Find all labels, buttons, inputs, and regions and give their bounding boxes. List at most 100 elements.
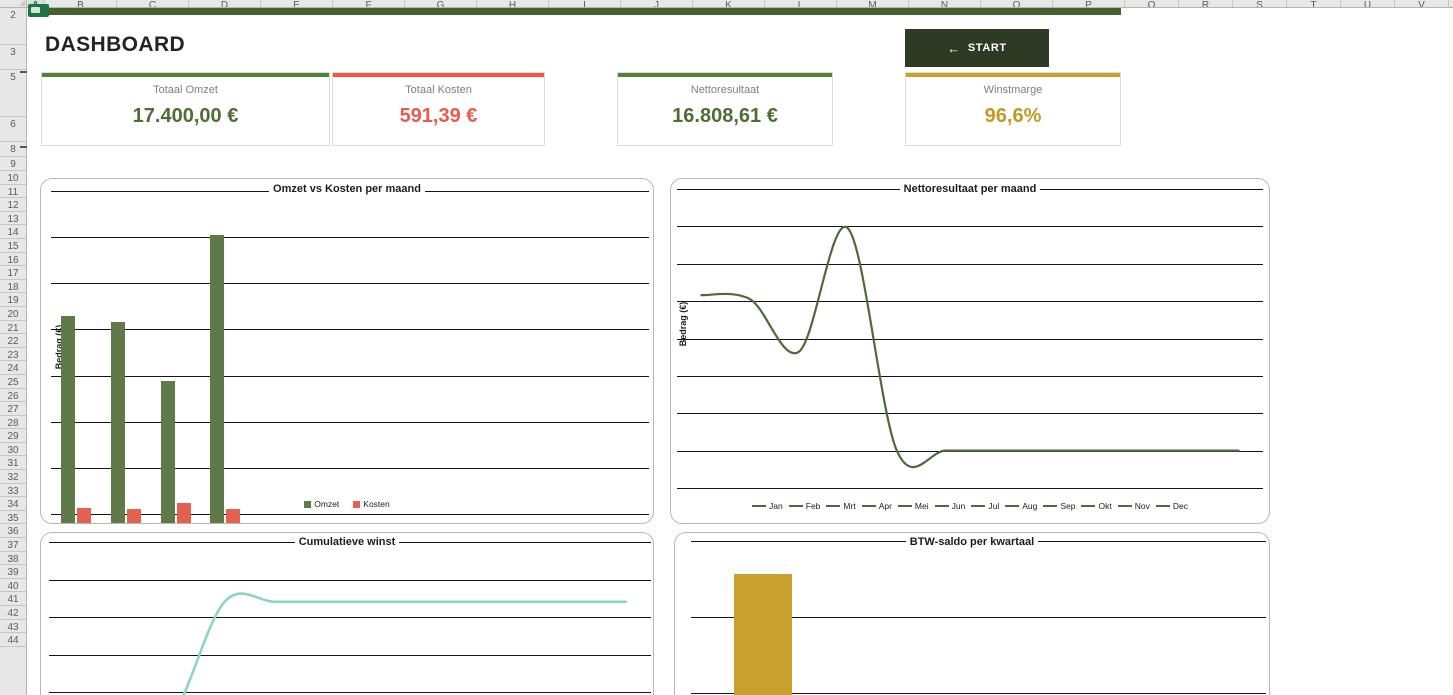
column-header-H[interactable]: H bbox=[477, 0, 549, 7]
legend-line-swatch bbox=[1043, 505, 1058, 507]
gridline bbox=[691, 617, 1266, 618]
kpi-value: 96,6% bbox=[984, 105, 1042, 127]
row-header-28[interactable]: 28 bbox=[0, 416, 26, 430]
row-header-13[interactable]: 13 bbox=[0, 212, 26, 226]
column-header-O[interactable]: O bbox=[981, 0, 1053, 7]
row-header-31[interactable]: 31 bbox=[0, 456, 26, 471]
column-header-P[interactable]: P bbox=[1053, 0, 1125, 7]
chart-cumulatieve-winst[interactable]: Cumulatieve winst bbox=[40, 532, 654, 695]
row-header-15[interactable]: 15 bbox=[0, 239, 26, 253]
column-header-T[interactable]: T bbox=[1287, 0, 1341, 7]
column-header-G[interactable]: G bbox=[405, 0, 477, 7]
row-header-9[interactable]: 9 bbox=[0, 157, 26, 171]
column-header-U[interactable]: U bbox=[1341, 0, 1395, 7]
kpi-accent-bar bbox=[906, 73, 1120, 77]
row-header-23[interactable]: 23 bbox=[0, 348, 26, 362]
row-header-22[interactable]: 22 bbox=[0, 334, 26, 348]
gridline bbox=[51, 283, 649, 285]
row-header-2[interactable]: 2 bbox=[0, 8, 26, 45]
gridline bbox=[51, 421, 649, 423]
selected-cell-shape[interactable] bbox=[28, 4, 49, 17]
column-header-E[interactable]: E bbox=[261, 0, 333, 7]
row-header-12[interactable]: 12 bbox=[0, 198, 26, 212]
row-header-5[interactable]: 5 bbox=[0, 70, 26, 117]
column-header-K[interactable]: K bbox=[693, 0, 765, 7]
row-header-18[interactable]: 18 bbox=[0, 280, 26, 294]
legend-item-sep: Sep bbox=[1043, 501, 1075, 511]
row-header-24[interactable]: 24 bbox=[0, 361, 26, 375]
row-header-39[interactable]: 39 bbox=[0, 565, 26, 579]
start-button[interactable]: ← START bbox=[905, 29, 1049, 67]
row-header-20[interactable]: 20 bbox=[0, 307, 26, 321]
chart-omzet-vs-kosten[interactable]: Omzet vs Kosten per maand Bedrag (€) Omzet… bbox=[40, 178, 654, 524]
row-header-6[interactable]: 6 bbox=[0, 117, 26, 142]
row-header-30[interactable]: 30 bbox=[0, 443, 26, 457]
row-header-3[interactable]: 3 bbox=[0, 45, 26, 70]
legend-item-apr: Apr bbox=[861, 501, 892, 511]
row-header-37[interactable]: 37 bbox=[0, 538, 26, 552]
row-header-43[interactable]: 43 bbox=[0, 620, 26, 634]
select-all-corner[interactable] bbox=[0, 0, 27, 8]
gridline bbox=[49, 617, 651, 618]
row-header-26[interactable]: 26 bbox=[0, 389, 26, 403]
chart-title: BTW-saldo per kwartaal bbox=[675, 536, 1269, 548]
legend-label: Jul bbox=[988, 501, 1000, 511]
row-header-34[interactable]: 34 bbox=[0, 497, 26, 511]
bar-omzet-feb bbox=[110, 321, 125, 523]
row-header-11[interactable]: 11 bbox=[0, 185, 26, 199]
row-header-21[interactable]: 21 bbox=[0, 321, 26, 335]
legend-item-dec: Dec bbox=[1155, 501, 1188, 511]
legend-label: Aug bbox=[1022, 501, 1038, 511]
column-header-N[interactable]: N bbox=[909, 0, 981, 7]
chart-title-text: Nettoresultaat per maand bbox=[899, 183, 1041, 195]
column-header-D[interactable]: D bbox=[189, 0, 261, 7]
row-header-42[interactable]: 42 bbox=[0, 606, 26, 620]
row-header-38[interactable]: 38 bbox=[0, 552, 26, 566]
column-header-C[interactable]: C bbox=[117, 0, 189, 7]
column-header-L[interactable]: L bbox=[765, 0, 837, 7]
row-header-25[interactable]: 25 bbox=[0, 375, 26, 389]
gridline bbox=[677, 488, 1263, 489]
bar-kosten-mrt bbox=[176, 503, 191, 523]
legend-label: Sep bbox=[1060, 501, 1076, 511]
column-header-A[interactable]: A bbox=[27, 0, 45, 7]
row-header-10[interactable]: 10 bbox=[0, 171, 26, 185]
kpi-card-totaal-kosten: Totaal Kosten 591,39 € bbox=[332, 72, 545, 146]
column-header-M[interactable]: M bbox=[837, 0, 909, 7]
chart-nettoresultaat[interactable]: Nettoresultaat per maand Bedrag (€) Jan Feb… bbox=[670, 178, 1270, 524]
legend-line-swatch bbox=[1117, 505, 1132, 507]
legend-item-feb: Feb bbox=[788, 501, 820, 511]
row-header-16[interactable]: 16 bbox=[0, 253, 26, 267]
row-header-29[interactable]: 29 bbox=[0, 429, 26, 443]
gridline bbox=[677, 226, 1263, 228]
row-header-32[interactable]: 32 bbox=[0, 470, 26, 484]
column-header-F[interactable]: F bbox=[333, 0, 405, 7]
column-header-J[interactable]: J bbox=[621, 0, 693, 7]
legend-item-aug: Aug bbox=[1005, 501, 1037, 511]
column-header-R[interactable]: R bbox=[1179, 0, 1233, 7]
legend-square-swatch bbox=[304, 500, 312, 508]
row-header-36[interactable]: 36 bbox=[0, 524, 26, 539]
legend-item-jul: Jul bbox=[971, 501, 999, 511]
row-header-41[interactable]: 41 bbox=[0, 592, 26, 606]
legend-line-swatch bbox=[826, 505, 841, 507]
row-header-35[interactable]: 35 bbox=[0, 511, 26, 525]
row-header-44[interactable]: 44 bbox=[0, 633, 26, 647]
column-header-S[interactable]: S bbox=[1233, 0, 1287, 7]
legend-label: Okt bbox=[1098, 501, 1112, 511]
row-header-27[interactable]: 27 bbox=[0, 402, 26, 416]
row-header-14[interactable]: 14 bbox=[0, 225, 26, 239]
page-title: DASHBOARD bbox=[45, 33, 186, 56]
column-header-Q[interactable]: Q bbox=[1125, 0, 1179, 7]
kpi-label: Totaal Kosten bbox=[405, 84, 472, 96]
row-header-33[interactable]: 33 bbox=[0, 484, 26, 498]
column-header-B[interactable]: B bbox=[45, 0, 117, 7]
column-header-V[interactable]: V bbox=[1395, 0, 1449, 7]
row-header-8[interactable]: 8 bbox=[0, 142, 26, 157]
bar-omzet-apr bbox=[210, 234, 225, 523]
row-header-40[interactable]: 40 bbox=[0, 579, 26, 593]
row-header-17[interactable]: 17 bbox=[0, 266, 26, 280]
column-header-I[interactable]: I bbox=[549, 0, 621, 7]
chart-btw-saldo[interactable]: BTW-saldo per kwartaal bbox=[674, 532, 1270, 695]
row-header-19[interactable]: 19 bbox=[0, 293, 26, 307]
